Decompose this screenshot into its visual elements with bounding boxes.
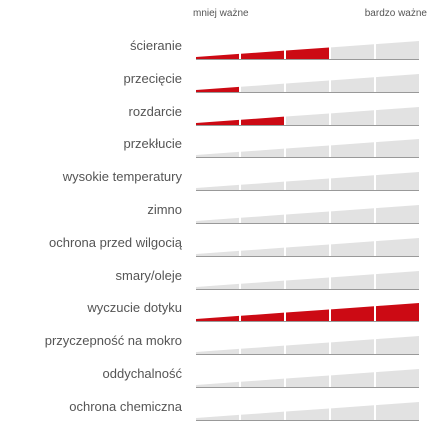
- bar-segment-filled: [196, 316, 239, 322]
- bar-segment-empty: [286, 408, 329, 420]
- bar-segment-empty: [331, 208, 374, 223]
- bar-segment-empty: [196, 185, 239, 191]
- property-label: rozdarcie: [128, 103, 182, 119]
- bar-segment-filled: [196, 119, 239, 125]
- bar-segment-empty: [241, 345, 284, 355]
- bar-segment-filled: [241, 116, 284, 125]
- bar-segment-empty: [331, 339, 374, 355]
- bar-segment-empty: [286, 145, 329, 158]
- bar-segment-empty: [331, 372, 374, 387]
- bar-segment-empty: [196, 217, 239, 223]
- bar-segment-empty: [376, 73, 419, 92]
- property-row: oddychalność: [0, 360, 434, 393]
- bar-segment-empty: [331, 404, 374, 420]
- bar-segment-empty: [196, 283, 239, 289]
- importance-bar: [196, 41, 419, 60]
- importance-bar: [196, 237, 419, 257]
- bar-segment-empty: [376, 139, 419, 158]
- property-list: ścieranie przecięcie rozdarcie przekłucie wy…: [0, 32, 434, 426]
- bar-segment-empty: [331, 109, 374, 125]
- bar-segment-empty: [196, 381, 239, 387]
- bar-segment-empty: [286, 375, 329, 387]
- property-label: przyczepność na mokro: [44, 333, 182, 349]
- bar-segment-empty: [331, 77, 374, 92]
- bar-segment-filled: [376, 303, 419, 322]
- property-label: smary/oleje: [115, 267, 182, 283]
- bar-segment-empty: [286, 342, 329, 355]
- bar-segment-empty: [196, 250, 239, 256]
- bar-segment-filled: [196, 86, 239, 92]
- scale-low-label: mniej ważne: [193, 8, 249, 19]
- bar-segment-empty: [286, 113, 329, 125]
- bar-segment-filled: [241, 313, 284, 322]
- bar-segment-empty: [331, 175, 374, 191]
- bar-segment-empty: [331, 273, 374, 289]
- bar-segment-empty: [241, 181, 284, 191]
- bar-segment-empty: [286, 211, 329, 223]
- property-label: przecięcie: [123, 70, 182, 86]
- bar-segment-empty: [376, 237, 419, 256]
- bar-segment-empty: [196, 152, 239, 158]
- property-row: przecięcie: [0, 65, 434, 98]
- importance-bar: [196, 139, 419, 159]
- property-label: ochrona przed wilgocią: [49, 234, 182, 250]
- bar-segment-empty: [286, 244, 329, 256]
- property-row: ochrona przed wilgocią: [0, 229, 434, 262]
- bar-segment-empty: [286, 277, 329, 289]
- property-row: zimno: [0, 196, 434, 229]
- importance-bar: [196, 303, 419, 323]
- importance-bar: [196, 270, 419, 290]
- bar-segment-empty: [241, 247, 284, 256]
- property-row: ścieranie: [0, 32, 434, 65]
- bar-segment-empty: [376, 106, 419, 125]
- property-label: wyczucie dotyku: [87, 300, 182, 316]
- bar-segment-empty: [376, 41, 419, 59]
- importance-bar: [196, 336, 419, 356]
- property-row: rozdarcie: [0, 98, 434, 131]
- property-label: przekłucie: [123, 136, 182, 152]
- bar-segment-empty: [376, 368, 419, 387]
- property-row: smary/oleje: [0, 262, 434, 295]
- bar-segment-empty: [286, 80, 329, 92]
- bar-segment-empty: [241, 378, 284, 387]
- property-label: zimno: [147, 201, 182, 217]
- bar-segment-empty: [196, 414, 239, 420]
- bar-segment-empty: [241, 280, 284, 289]
- bar-segment-empty: [376, 401, 419, 420]
- property-row: ochrona chemiczna: [0, 393, 434, 426]
- importance-bar: [196, 172, 419, 192]
- importance-bar: [196, 401, 419, 421]
- bar-segment-empty: [376, 172, 419, 191]
- importance-bar: [196, 73, 419, 93]
- importance-bar: [196, 368, 419, 388]
- bar-segment-empty: [376, 270, 419, 289]
- bar-segment-empty: [241, 83, 284, 92]
- importance-bar: [196, 204, 419, 224]
- property-row: przyczepność na mokro: [0, 327, 434, 360]
- bar-segment-empty: [376, 204, 419, 223]
- bar-segment-filled: [196, 53, 239, 59]
- bar-segment-filled: [241, 50, 284, 59]
- bar-segment-filled: [286, 309, 329, 322]
- property-row: wyczucie dotyku: [0, 294, 434, 327]
- property-row: przekłucie: [0, 130, 434, 163]
- scale-high-label: bardzo ważne: [364, 8, 427, 19]
- property-label: wysokie temperatury: [62, 169, 182, 185]
- bar-segment-empty: [286, 178, 329, 191]
- bar-segment-empty: [241, 149, 284, 158]
- bar-segment-empty: [241, 214, 284, 223]
- property-label: oddychalność: [102, 365, 183, 381]
- bar-segment-empty: [376, 336, 419, 355]
- bar-segment-empty: [196, 349, 239, 355]
- bar-segment-empty: [331, 241, 374, 256]
- bar-segment-empty: [331, 142, 374, 158]
- property-label: ochrona chemiczna: [69, 398, 182, 414]
- property-label: ścieranie: [129, 38, 182, 53]
- bar-segment-empty: [331, 44, 374, 59]
- importance-bar: [196, 106, 419, 126]
- bar-segment-filled: [331, 306, 374, 322]
- bar-segment-empty: [241, 411, 284, 420]
- property-row: wysokie temperatury: [0, 163, 434, 196]
- bar-segment-filled: [286, 47, 329, 59]
